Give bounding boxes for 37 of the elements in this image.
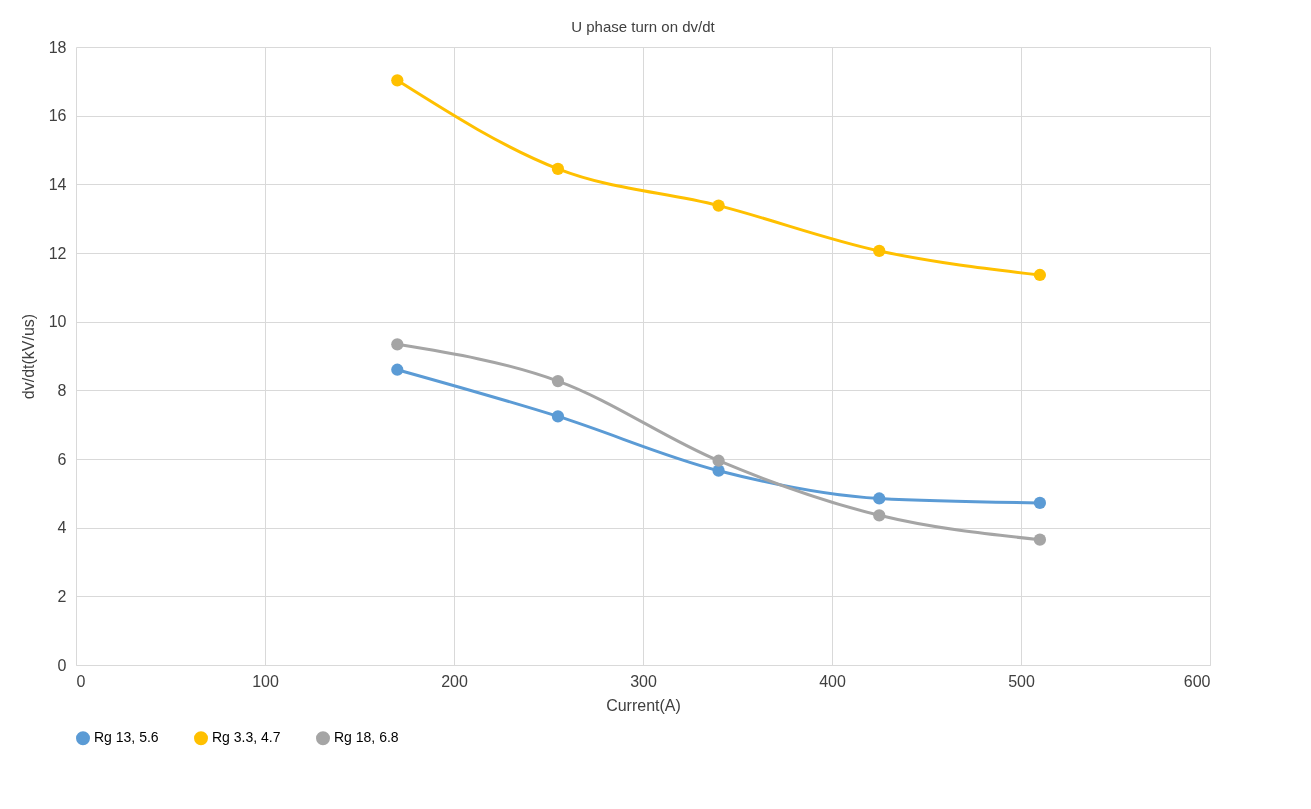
- point: [551, 410, 565, 423]
- point: [391, 338, 404, 351]
- point: [873, 492, 886, 505]
- y-axis-title: dv/dt(kV/us): [19, 313, 37, 400]
- point: [1033, 268, 1047, 282]
- legend-label: Rg 13, 5.6: [94, 729, 159, 746]
- point: [551, 374, 565, 388]
- x-tick-label: 200: [441, 672, 468, 690]
- y-tick-label: 10: [48, 313, 67, 331]
- legend-label: Rg 18, 6.8: [334, 729, 399, 746]
- y-tick-label: 18: [48, 38, 67, 56]
- chart-title: U phase turn on dv/dt: [571, 18, 716, 35]
- point: [873, 509, 886, 522]
- y-tick-label: 4: [57, 519, 67, 537]
- point: [712, 199, 725, 212]
- y-tick-label: 2: [57, 587, 67, 605]
- x-tick-label: 500: [1008, 672, 1035, 690]
- point: [391, 363, 404, 376]
- y-tick-label: 16: [48, 107, 67, 125]
- point: [551, 162, 565, 175]
- y-tick-label: 8: [57, 381, 67, 399]
- point: [391, 74, 404, 87]
- x-axis-title: Current(A): [606, 696, 681, 714]
- x-tick-label: 300: [630, 672, 657, 690]
- point: [1033, 533, 1047, 546]
- legend-label: Rg 3.3, 4.7: [212, 729, 281, 746]
- point: [712, 454, 725, 467]
- y-tick-label: 14: [48, 175, 67, 193]
- point: [873, 244, 886, 258]
- x-tick-label: 600: [1183, 672, 1211, 690]
- y-tick-label: 6: [57, 450, 67, 468]
- x-tick-label: 0: [76, 672, 86, 690]
- y-tick-label: 12: [48, 244, 67, 262]
- y-tick-label: 0: [57, 656, 67, 674]
- x-tick-label: 400: [819, 672, 846, 690]
- x-tick-label: 100: [252, 672, 279, 690]
- point: [1033, 496, 1047, 510]
